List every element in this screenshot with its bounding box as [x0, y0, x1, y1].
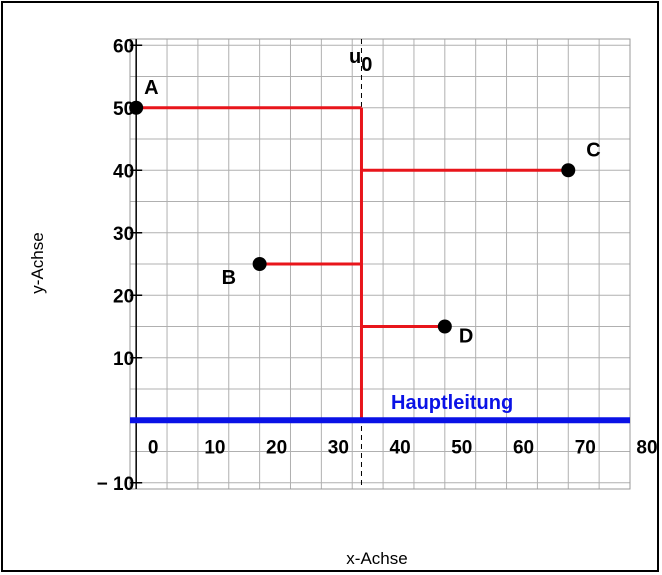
x-tick-label: 10 — [204, 437, 225, 458]
u0-label: u0 — [349, 46, 372, 76]
grid — [130, 39, 631, 489]
point-b — [252, 257, 267, 271]
u0-label-base: u — [349, 46, 361, 68]
x-tick-label: 20 — [266, 437, 287, 458]
point-label-d: D — [459, 326, 473, 348]
plot-border — [129, 38, 631, 490]
x-tick-label: 50 — [451, 437, 472, 458]
x-tick-label: 40 — [390, 437, 411, 458]
x-tick-label: 80 — [636, 437, 657, 458]
main-line-label: Hauptleitung — [391, 392, 513, 414]
y-tick-label: 50 — [113, 99, 134, 120]
x-tick-label: 60 — [513, 437, 534, 458]
y-tick-label: 30 — [113, 224, 134, 245]
point-label-b: B — [222, 267, 236, 289]
x-tick-label: 30 — [328, 437, 349, 458]
x-tick-labels: 0 10 20 30 40 50 60 70 80 — [148, 437, 658, 458]
y-tick-labels: − 10 10 20 30 40 50 60 — [97, 36, 135, 495]
point-c — [561, 163, 576, 178]
x-tick-label: 0 — [148, 437, 159, 458]
branch-lines — [136, 106, 569, 421]
point-label-c: C — [586, 139, 600, 161]
data-points: A B C D — [129, 77, 601, 348]
point-d — [437, 319, 452, 334]
x-tick-label: 70 — [575, 437, 596, 458]
y-tick-label: − 10 — [97, 474, 135, 495]
u0-label-subscript: 0 — [361, 54, 372, 76]
y-tick-label: 40 — [113, 161, 134, 182]
y-tick-label: 60 — [113, 36, 134, 57]
point-a — [129, 100, 144, 115]
y-axis-label: y-Achse — [28, 232, 47, 293]
x-axis-label: x-Achse — [346, 549, 407, 568]
y-tick-label: 20 — [113, 286, 134, 307]
point-label-a: A — [144, 77, 158, 99]
y-tick-label: 10 — [113, 349, 134, 370]
